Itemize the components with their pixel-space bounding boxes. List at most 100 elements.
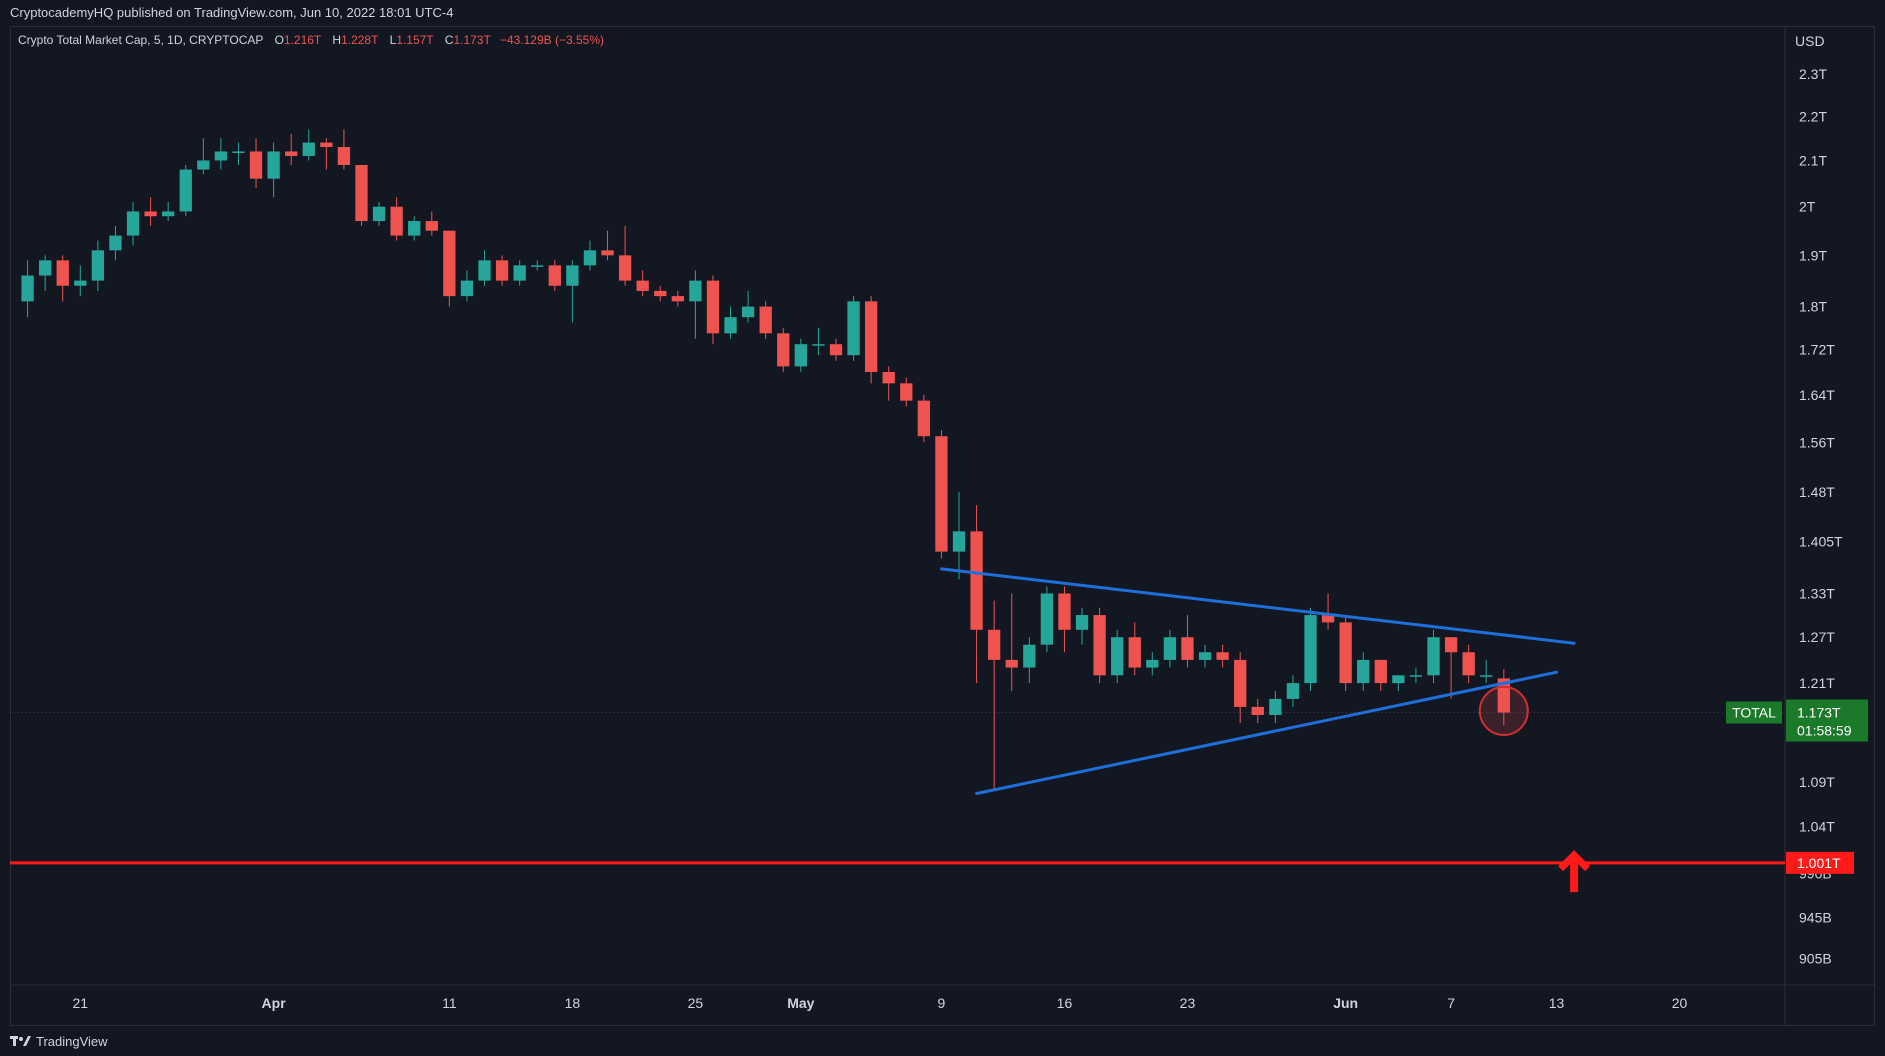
- candle-body[interactable]: [197, 160, 210, 170]
- candle-body[interactable]: [232, 151, 245, 153]
- candle-body[interactable]: [144, 211, 157, 217]
- y-tick-label: 1.09T: [1799, 774, 1835, 790]
- candle-body[interactable]: [408, 221, 421, 236]
- candle-body[interactable]: [706, 280, 720, 334]
- footer-brand: TradingView: [36, 1033, 108, 1049]
- candle-body[interactable]: [179, 169, 192, 212]
- candle-body[interactable]: [1093, 615, 1106, 676]
- candle-body[interactable]: [794, 344, 807, 367]
- candle-body[interactable]: [126, 211, 140, 236]
- candle-body[interactable]: [372, 206, 386, 222]
- candle-body[interactable]: [970, 531, 983, 630]
- candle-body[interactable]: [91, 250, 105, 281]
- candle-body[interactable]: [917, 400, 931, 437]
- candlestick-chart[interactable]: 2.3T 2.2T 2.1T 2T 1.9T 1.8T 1.72T 1.64T 1.56T 1.4…: [0, 0, 1885, 1026]
- candle-body[interactable]: [882, 371, 895, 384]
- candle-body[interactable]: [21, 275, 34, 302]
- candle-body[interactable]: [1392, 675, 1405, 684]
- candle-body[interactable]: [724, 317, 737, 334]
- candle-body[interactable]: [1111, 637, 1124, 676]
- candle-body[interactable]: [460, 280, 474, 297]
- candle-body[interactable]: [513, 265, 526, 281]
- candle-body[interactable]: [1058, 593, 1071, 630]
- candle-body[interactable]: [935, 436, 948, 552]
- y-tick-label: 2T: [1799, 199, 1816, 215]
- candle-body[interactable]: [162, 211, 175, 217]
- candle-body[interactable]: [74, 280, 87, 286]
- candle-body[interactable]: [1462, 652, 1475, 676]
- candle-body[interactable]: [548, 265, 561, 286]
- candle-body[interactable]: [1357, 659, 1370, 684]
- candle-body[interactable]: [1374, 659, 1387, 684]
- chart-frame: [10, 26, 1875, 1026]
- candle-body[interactable]: [109, 235, 122, 251]
- candle-body[interactable]: [1146, 659, 1159, 668]
- currency-label[interactable]: USD: [1795, 33, 1825, 49]
- candle-body[interactable]: [829, 344, 843, 356]
- candle-body[interactable]: [1269, 698, 1282, 715]
- candle-body[interactable]: [864, 301, 878, 372]
- candle-body[interactable]: [583, 250, 597, 266]
- candle-body[interactable]: [249, 151, 263, 179]
- candle-body[interactable]: [425, 221, 438, 231]
- candle-body[interactable]: [1427, 637, 1440, 676]
- candle-body[interactable]: [1234, 659, 1247, 707]
- candle-body[interactable]: [355, 164, 368, 222]
- candle-body[interactable]: [900, 383, 913, 401]
- trendline-lower[interactable]: [975, 670, 1559, 795]
- candle-body[interactable]: [741, 306, 755, 318]
- candle-body[interactable]: [495, 260, 509, 281]
- candle-body[interactable]: [337, 147, 351, 165]
- candle-body[interactable]: [618, 255, 632, 281]
- candle-body[interactable]: [988, 629, 1001, 660]
- candle-body[interactable]: [1040, 593, 1054, 645]
- candle-body[interactable]: [847, 301, 860, 356]
- candle-body[interactable]: [777, 333, 790, 367]
- candle-body[interactable]: [812, 344, 825, 346]
- candle-body[interactable]: [302, 142, 315, 156]
- x-tick-label: 23: [1180, 995, 1196, 1011]
- candle-body[interactable]: [1216, 652, 1229, 660]
- candle-body[interactable]: [531, 265, 544, 267]
- candle-body[interactable]: [1339, 622, 1352, 684]
- candle-body[interactable]: [267, 151, 280, 179]
- candle-body[interactable]: [1128, 637, 1141, 668]
- low-label: L: [389, 33, 397, 47]
- candle-body[interactable]: [952, 531, 966, 552]
- y-tick-label: 2.3T: [1799, 66, 1827, 82]
- candle-body[interactable]: [654, 290, 667, 297]
- up-arrow-icon[interactable]: [1558, 850, 1591, 893]
- candle-body[interactable]: [1321, 615, 1335, 623]
- candle-body[interactable]: [759, 306, 772, 334]
- candle-body[interactable]: [320, 142, 333, 148]
- y-tick-label: 1.64T: [1799, 387, 1835, 403]
- candle-body[interactable]: [38, 260, 52, 276]
- candle-body[interactable]: [1480, 675, 1493, 677]
- candle-body[interactable]: [636, 280, 649, 291]
- candle-body[interactable]: [214, 151, 228, 161]
- highlight-circle[interactable]: [1478, 685, 1529, 736]
- candle-body[interactable]: [1198, 652, 1212, 660]
- candle-body[interactable]: [1409, 675, 1423, 677]
- candle-body[interactable]: [671, 296, 684, 302]
- candle-body[interactable]: [1304, 615, 1317, 684]
- candle-body[interactable]: [1251, 706, 1264, 715]
- candle-body[interactable]: [1444, 637, 1458, 653]
- y-tick-label: 1.405T: [1799, 533, 1843, 549]
- candle-body[interactable]: [1005, 659, 1018, 668]
- y-tick-label: 1.56T: [1799, 434, 1835, 450]
- candle-body[interactable]: [285, 151, 298, 156]
- candle-body[interactable]: [601, 250, 614, 256]
- candle-body[interactable]: [390, 206, 403, 236]
- candle-body[interactable]: [1286, 683, 1300, 699]
- candle-body[interactable]: [56, 260, 69, 286]
- candle-body[interactable]: [689, 280, 702, 302]
- candle-body[interactable]: [443, 230, 456, 297]
- candle-body[interactable]: [1163, 637, 1177, 660]
- candle-body[interactable]: [478, 260, 491, 281]
- candle-body[interactable]: [1075, 615, 1089, 630]
- candle-body[interactable]: [1023, 644, 1036, 668]
- candle-body[interactable]: [1181, 637, 1194, 660]
- trendline-upper[interactable]: [939, 567, 1576, 645]
- candle-body[interactable]: [566, 265, 579, 286]
